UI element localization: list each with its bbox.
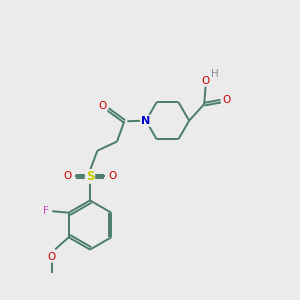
Text: O: O [108,171,116,182]
Text: N: N [141,116,151,126]
Text: O: O [202,76,210,86]
Text: N: N [141,116,151,126]
Text: F: F [43,206,49,216]
Text: S: S [86,170,94,183]
Text: O: O [64,171,72,182]
Text: O: O [47,252,56,262]
Text: O: O [98,101,106,111]
Text: H: H [212,69,219,79]
Text: O: O [223,95,231,105]
